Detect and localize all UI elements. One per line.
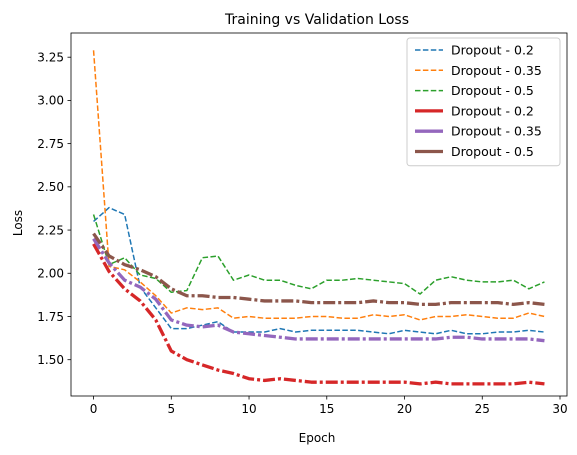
y-tick-label: 3.25: [37, 51, 64, 65]
x-tick-label: 5: [167, 402, 175, 416]
series-line-5: [94, 239, 545, 341]
legend-label: Dropout - 0.35: [451, 63, 542, 78]
x-axis: 0 5 10 15 20 25 30: [90, 396, 568, 416]
y-tick-label: 2.25: [37, 223, 64, 237]
x-tick-label: 20: [397, 402, 412, 416]
y-tick-label: 1.75: [37, 310, 64, 324]
legend-label: Dropout - 0.5: [451, 144, 534, 159]
legend-label: Dropout - 0.35: [451, 124, 542, 139]
y-tick-label: 2.00: [37, 267, 64, 281]
x-tick-label: 10: [241, 402, 256, 416]
x-axis-label: Epoch: [299, 431, 336, 445]
legend-label: Dropout - 0.2: [451, 103, 534, 118]
x-tick-label: 15: [319, 402, 334, 416]
x-tick-label: 30: [552, 402, 567, 416]
x-tick-label: 0: [90, 402, 98, 416]
y-tick-label: 3.00: [37, 94, 64, 108]
y-axis-label: Loss: [11, 210, 25, 236]
y-tick-label: 2.75: [37, 137, 64, 151]
legend: Dropout - 0.2 Dropout - 0.35 Dropout - 0.5…: [407, 38, 560, 166]
series-line-6: [94, 234, 545, 305]
legend-label: Dropout - 0.5: [451, 83, 534, 98]
y-axis: 1.50 1.75 2.00 2.25 2.50 2.75 3.00 3.25: [37, 51, 71, 368]
legend-label: Dropout - 0.2: [451, 43, 534, 58]
chart-title: Training vs Validation Loss: [224, 12, 409, 28]
series-line-1: [94, 208, 545, 334]
y-tick-label: 2.50: [37, 180, 64, 194]
y-tick-label: 1.50: [37, 353, 64, 367]
x-tick-label: 25: [475, 402, 490, 416]
